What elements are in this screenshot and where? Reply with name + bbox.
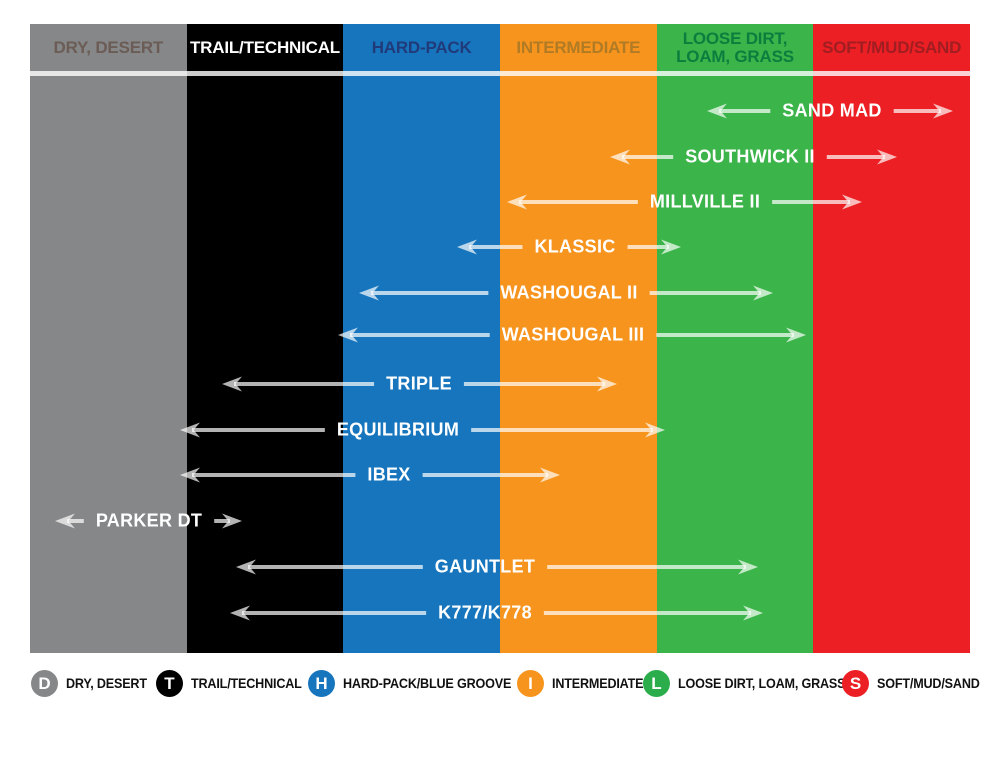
terrain-column: SOFT/MUD/SAND bbox=[813, 24, 970, 653]
terrain-letter-badge-icon: S bbox=[842, 670, 869, 697]
header-divider-line bbox=[30, 71, 970, 76]
terrain-column-header: INTERMEDIATE bbox=[516, 38, 641, 58]
terrain-letter-badge-icon: H bbox=[308, 670, 335, 697]
legend-item-label: TRAIL/TECHNICAL bbox=[191, 675, 302, 691]
terrain-letter-badge-icon: L bbox=[643, 670, 670, 697]
terrain-column-header: TRAIL/TECHNICAL bbox=[190, 38, 340, 58]
tire-model-label: SAND MAD bbox=[782, 100, 882, 121]
tire-model-label: TRIPLE bbox=[386, 373, 452, 394]
legend-item-label: LOOSE DIRT, LOAM, GRASS bbox=[678, 675, 846, 691]
tire-model-label: K777/K778 bbox=[438, 602, 532, 623]
terrain-letter-badge-icon: I bbox=[517, 670, 544, 697]
terrain-column-header: DRY, DESERT bbox=[53, 38, 164, 58]
terrain-column: TRAIL/TECHNICAL bbox=[186, 24, 344, 653]
tire-model-label: WASHOUGAL II bbox=[500, 282, 638, 303]
legend-item-label: DRY, DESERT bbox=[66, 675, 147, 691]
tire-model-label: SOUTHWICK II bbox=[685, 146, 815, 167]
terrain-column: HARD-PACK bbox=[343, 24, 500, 653]
terrain-column-header: HARD-PACK bbox=[371, 38, 472, 58]
tire-model-label: PARKER DT bbox=[95, 510, 203, 531]
tire-model-label: MILLVILLE II bbox=[649, 191, 761, 212]
terrain-column: DRY, DESERT bbox=[30, 24, 187, 653]
terrain-column-header: LOOSE DIRT, LOAM, GRASS bbox=[676, 29, 794, 66]
tire-model-label: WASHOUGAL III bbox=[501, 324, 645, 345]
legend-item-label: HARD-PACK/BLUE GROOVE bbox=[343, 675, 512, 691]
tire-model-label: IBEX bbox=[367, 464, 411, 485]
terrain-column: INTERMEDIATE bbox=[500, 24, 657, 653]
terrain-letter-badge-icon: D bbox=[31, 670, 58, 697]
legend-item-label: INTERMEDIATE bbox=[552, 675, 644, 691]
legend-item-label: SOFT/MUD/SAND bbox=[877, 675, 980, 691]
tire-model-label: KLASSIC bbox=[534, 236, 616, 257]
tire-model-label: EQUILIBRIUM bbox=[336, 419, 460, 440]
terrain-letter-badge-icon: T bbox=[156, 670, 183, 697]
tire-model-label: GAUNTLET bbox=[434, 556, 536, 577]
terrain-column-header: SOFT/MUD/SAND bbox=[822, 38, 962, 58]
